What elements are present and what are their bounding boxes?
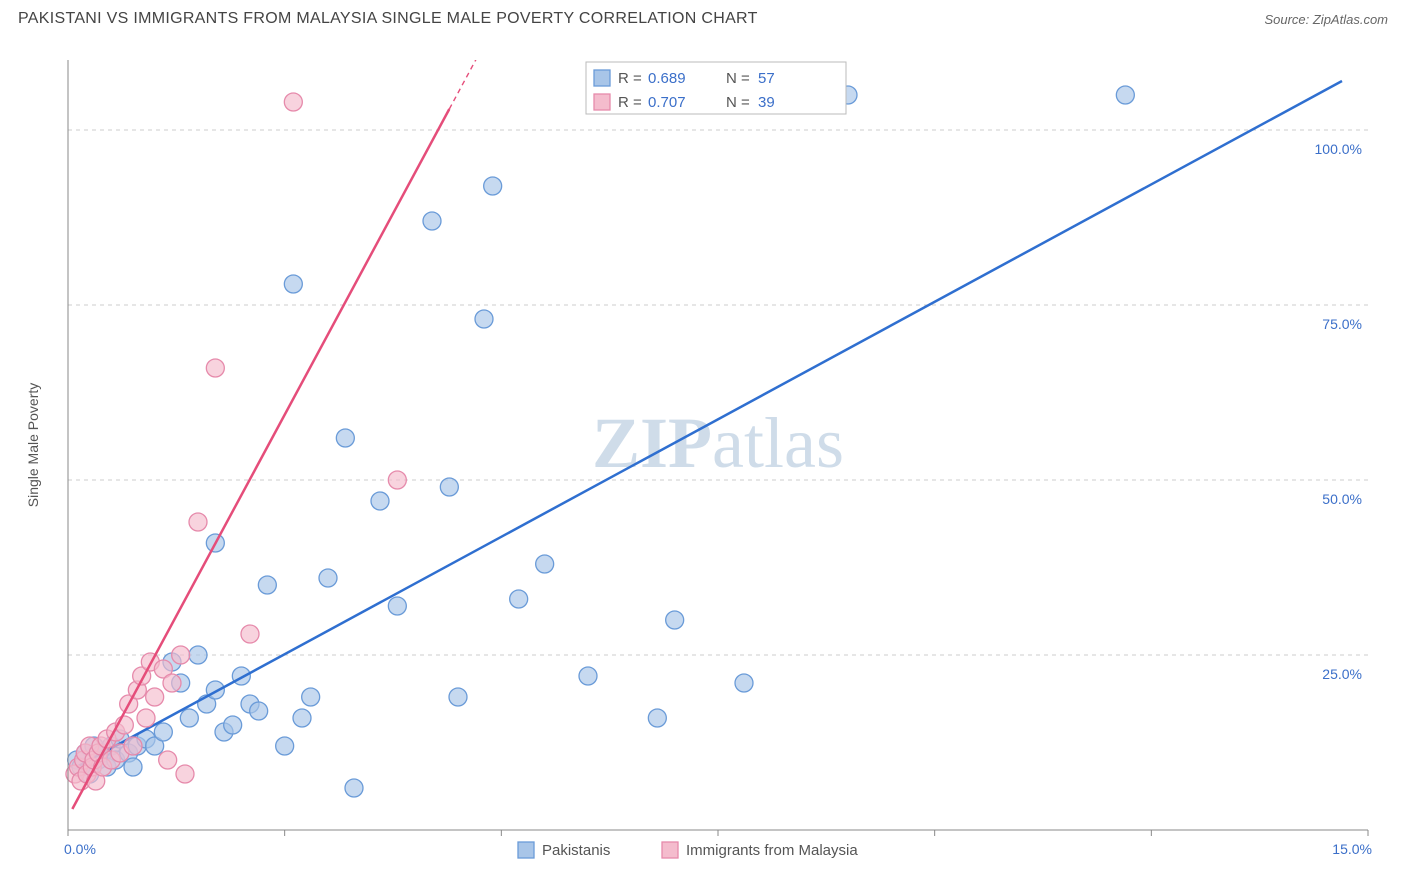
y-tick-label: 50.0% bbox=[1322, 491, 1362, 507]
bottom-legend-label: Pakistanis bbox=[542, 842, 610, 859]
chart-title: PAKISTANI VS IMMIGRANTS FROM MALAYSIA SI… bbox=[18, 10, 758, 28]
legend-swatch bbox=[594, 94, 610, 110]
watermark: ZIPatlas bbox=[592, 403, 844, 483]
y-axis-label: Single Male Poverty bbox=[25, 383, 41, 508]
trend-line-extension bbox=[449, 40, 536, 109]
data-point bbox=[371, 492, 389, 510]
data-point bbox=[284, 275, 302, 293]
data-point bbox=[250, 702, 268, 720]
data-point bbox=[666, 611, 684, 629]
data-point bbox=[206, 359, 224, 377]
data-point bbox=[423, 212, 441, 230]
data-point bbox=[388, 597, 406, 615]
data-point bbox=[336, 429, 354, 447]
data-point bbox=[276, 737, 294, 755]
legend-n-label: N = bbox=[726, 94, 750, 111]
legend-r-label: R = bbox=[618, 70, 642, 87]
data-point bbox=[163, 674, 181, 692]
data-point bbox=[258, 576, 276, 594]
data-point bbox=[293, 709, 311, 727]
data-point bbox=[189, 646, 207, 664]
data-point bbox=[176, 765, 194, 783]
data-point bbox=[241, 625, 259, 643]
data-point bbox=[1116, 86, 1134, 104]
data-point bbox=[189, 513, 207, 531]
data-point bbox=[319, 569, 337, 587]
legend-r-value: 0.707 bbox=[648, 94, 686, 111]
data-point bbox=[440, 478, 458, 496]
bottom-legend-swatch bbox=[518, 842, 534, 858]
data-point bbox=[388, 471, 406, 489]
legend-swatch bbox=[594, 70, 610, 86]
scatter-chart: 25.0% 50.0% 75.0% 100.0% ZIPatlas 0.0% 15.0% Si… bbox=[18, 40, 1388, 880]
data-point bbox=[648, 709, 666, 727]
legend-r-value: 0.689 bbox=[648, 70, 686, 87]
legend-r-label: R = bbox=[618, 94, 642, 111]
bottom-legend-swatch bbox=[662, 842, 678, 858]
data-point bbox=[536, 555, 554, 573]
data-point bbox=[510, 590, 528, 608]
data-point bbox=[224, 716, 242, 734]
data-point bbox=[124, 737, 142, 755]
legend-n-value: 39 bbox=[758, 94, 775, 111]
data-point bbox=[137, 709, 155, 727]
data-point bbox=[172, 646, 190, 664]
x-tick-label: 15.0% bbox=[1332, 841, 1372, 857]
data-point bbox=[180, 709, 198, 727]
data-point bbox=[159, 751, 177, 769]
data-point bbox=[345, 779, 363, 797]
source-label: Source: ZipAtlas.com bbox=[1264, 12, 1388, 27]
bottom-legend-label: Immigrants from Malaysia bbox=[686, 842, 858, 859]
data-point bbox=[449, 688, 467, 706]
y-tick-label: 100.0% bbox=[1315, 141, 1362, 157]
x-tick-label: 0.0% bbox=[64, 841, 96, 857]
data-point bbox=[154, 723, 172, 741]
data-point bbox=[146, 688, 164, 706]
data-point bbox=[475, 310, 493, 328]
data-point bbox=[284, 93, 302, 111]
data-point bbox=[124, 758, 142, 776]
data-point bbox=[302, 688, 320, 706]
chart-area: 25.0% 50.0% 75.0% 100.0% ZIPatlas 0.0% 15.0% Si… bbox=[18, 40, 1388, 880]
data-point bbox=[579, 667, 597, 685]
legend-n-value: 57 bbox=[758, 70, 775, 87]
trend-line bbox=[77, 81, 1342, 767]
data-point bbox=[735, 674, 753, 692]
y-tick-label: 75.0% bbox=[1322, 316, 1362, 332]
y-tick-label: 25.0% bbox=[1322, 666, 1362, 682]
data-point bbox=[484, 177, 502, 195]
legend-n-label: N = bbox=[726, 70, 750, 87]
